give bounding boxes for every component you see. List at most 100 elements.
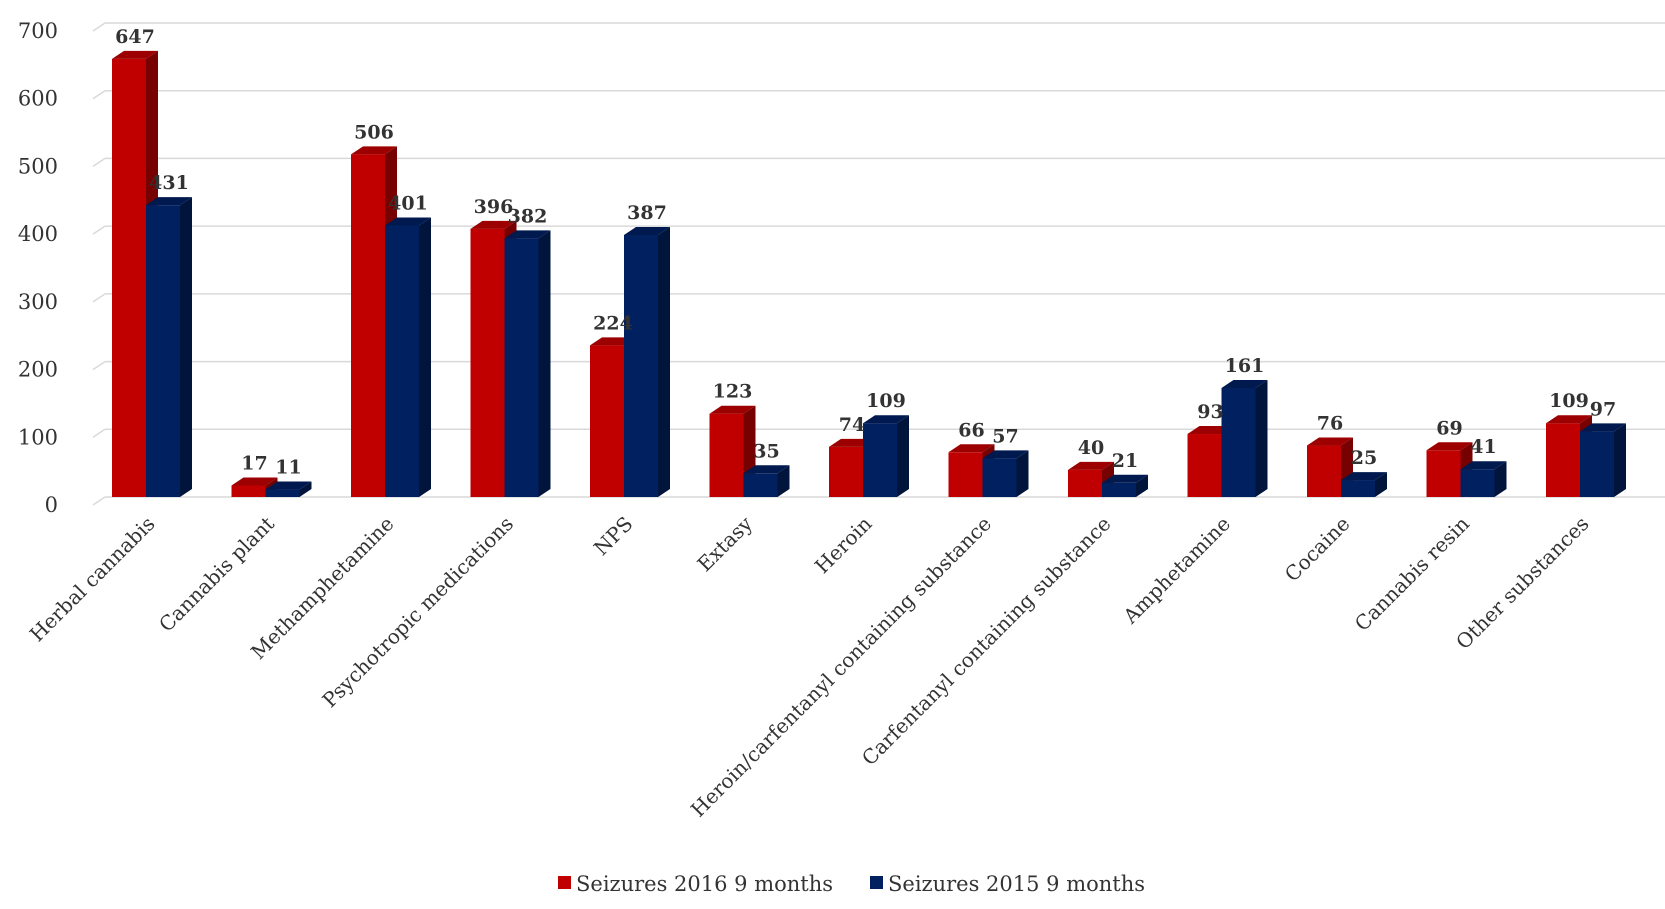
- legend-swatch: [558, 876, 571, 889]
- bar: [1102, 474, 1148, 497]
- data-label: 387: [627, 202, 667, 224]
- bar-front: [385, 225, 419, 498]
- bar-side: [777, 465, 790, 497]
- bars: [112, 50, 1626, 498]
- category-label: Psychotropic medications: [317, 512, 518, 713]
- bar-side: [1255, 379, 1268, 497]
- bar-front: [1426, 450, 1461, 497]
- y-tick-label: 700: [18, 19, 58, 43]
- bar-top: [112, 50, 158, 59]
- y-tick-label: 400: [18, 222, 58, 246]
- data-label: 109: [866, 390, 906, 412]
- bar-side: [658, 226, 670, 497]
- bar-top: [1068, 461, 1114, 470]
- gridline-depth: [92, 360, 106, 371]
- bar-front: [948, 452, 983, 497]
- data-label: 66: [958, 419, 984, 441]
- bar-front: [1102, 482, 1136, 497]
- bar-side: [1494, 461, 1507, 497]
- bar-front: [1460, 469, 1495, 497]
- bar-top: [743, 465, 790, 474]
- data-label: 74: [839, 414, 865, 436]
- bar-front: [470, 228, 505, 497]
- gridline-depth: [92, 90, 106, 100]
- bar-side: [299, 481, 312, 497]
- bar: [624, 226, 670, 497]
- bar-front: [146, 205, 180, 497]
- bar-front: [1580, 431, 1614, 497]
- bar-side: [538, 230, 551, 498]
- bar-top: [385, 217, 431, 226]
- data-label: 161: [1225, 355, 1265, 377]
- bar: [1341, 472, 1387, 497]
- data-label: 69: [1436, 417, 1462, 439]
- data-label: 97: [1590, 398, 1616, 420]
- bar-front: [624, 234, 658, 497]
- bar-top: [982, 450, 1029, 459]
- bar-top: [863, 415, 909, 424]
- data-label: 224: [593, 312, 633, 334]
- bar-front: [863, 423, 897, 497]
- bar-side: [1614, 423, 1626, 497]
- data-label: 123: [713, 381, 753, 403]
- data-label: 35: [753, 440, 779, 462]
- bar-side: [1016, 450, 1029, 497]
- legend-label: Seizures 2015 9 months: [888, 872, 1145, 896]
- data-label: 57: [992, 425, 1018, 447]
- bar-front: [1221, 387, 1256, 497]
- bar-top: [1426, 442, 1473, 451]
- y-tick-label: 100: [18, 425, 58, 449]
- legend: Seizures 2016 9 months Seizures 2015 9 mo…: [558, 872, 1145, 896]
- legend-swatch: [870, 876, 883, 889]
- legend-label: Seizures 2016 9 months: [576, 872, 833, 896]
- bar-top: [709, 405, 756, 414]
- bar-top: [1307, 437, 1353, 446]
- category-label: Heroin: [810, 511, 877, 578]
- bar-top: [1546, 415, 1592, 424]
- bar-front: [112, 58, 146, 497]
- y-axis: 0 100 200 300 400 500 600 700: [18, 19, 58, 517]
- bar-front: [504, 238, 539, 497]
- data-label: 11: [275, 457, 301, 479]
- y-tick-label: 0: [45, 493, 58, 517]
- data-label: 647: [115, 26, 155, 48]
- bar-top: [1102, 474, 1148, 483]
- category-label: Extasy: [692, 511, 757, 576]
- bar-top: [351, 146, 397, 155]
- bar-top: [231, 477, 278, 486]
- bar-top: [265, 481, 312, 490]
- category-label: Amphetamine: [1118, 512, 1235, 629]
- data-label: 41: [1470, 436, 1496, 458]
- bar-top: [1221, 379, 1268, 388]
- bar: [1580, 423, 1626, 497]
- bar: [982, 450, 1029, 497]
- bar-side: [180, 197, 192, 497]
- category-label: Other substances: [1451, 512, 1593, 654]
- y-tick-label: 300: [18, 290, 58, 314]
- data-label: 382: [508, 205, 548, 227]
- data-label: 40: [1078, 437, 1104, 459]
- data-label: 76: [1317, 413, 1343, 435]
- category-label: Cannabis plant: [154, 512, 279, 637]
- data-label: 431: [149, 172, 189, 194]
- bar-front: [265, 489, 300, 497]
- bar-front: [351, 154, 385, 497]
- bar-front: [590, 345, 624, 497]
- bar-front: [1307, 445, 1341, 497]
- bar-front: [1068, 469, 1102, 497]
- bar-top: [504, 230, 551, 239]
- bar-side: [419, 217, 431, 498]
- bar: [709, 405, 756, 497]
- y-tick-label: 600: [18, 87, 58, 111]
- bar: [1221, 379, 1268, 497]
- category-label: Cannabis resin: [1350, 511, 1474, 635]
- bar-side: [1136, 474, 1148, 497]
- bar-top: [1580, 423, 1626, 432]
- data-label: 25: [1351, 447, 1377, 469]
- bar-top: [146, 197, 192, 206]
- category-label: Carfentanyl containing substance: [857, 512, 1116, 771]
- category-label: Herbal cannabis: [25, 512, 160, 647]
- bar: [385, 217, 431, 498]
- bar-front: [982, 458, 1017, 497]
